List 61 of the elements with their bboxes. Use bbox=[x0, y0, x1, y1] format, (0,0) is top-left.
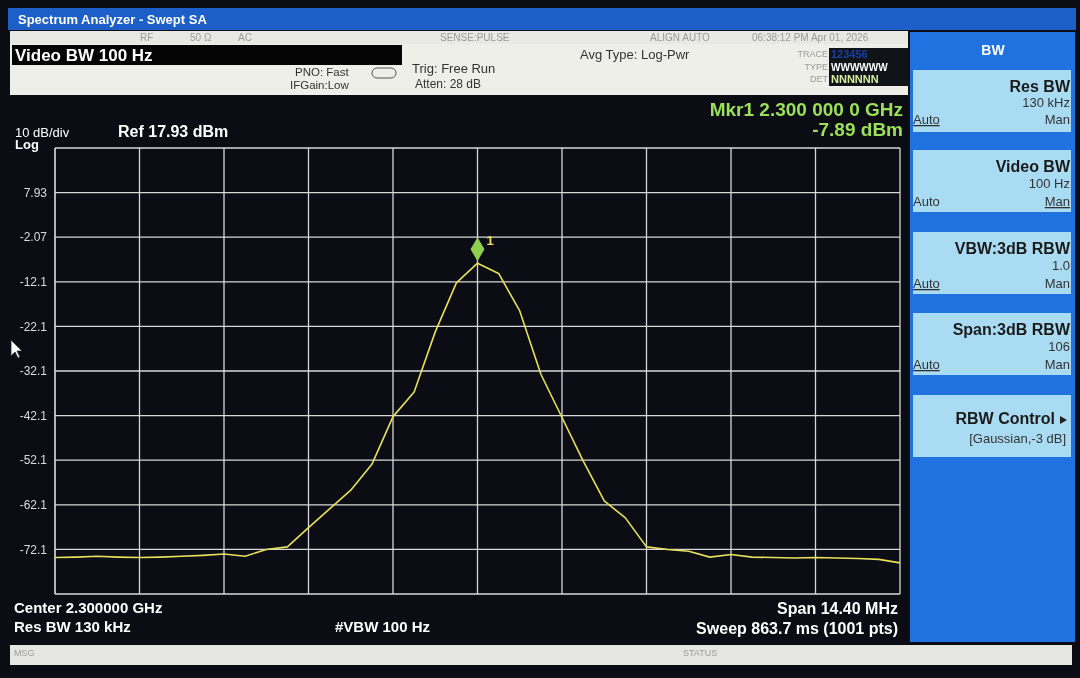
text: Trig: Free Run bbox=[412, 61, 496, 76]
text: PNO: Fast bbox=[295, 66, 350, 78]
text: Video BW 100 Hz bbox=[15, 46, 153, 65]
text: Man bbox=[1044, 194, 1070, 209]
text: Sweep 863.7 ms (1001 pts) bbox=[696, 620, 898, 637]
text: 1.0 bbox=[1051, 258, 1070, 273]
text: Center 2.300000 GHz bbox=[14, 599, 163, 616]
text: SENSE:PULSE bbox=[440, 32, 510, 43]
text: 10 dB/div bbox=[15, 125, 70, 140]
text: 123456 bbox=[831, 48, 868, 60]
annotation: 1 bbox=[486, 233, 494, 249]
text: Span:3dB RBW bbox=[952, 321, 1071, 338]
text: [Gaussian,-3 dB] bbox=[969, 431, 1066, 446]
text: Auto bbox=[913, 357, 940, 372]
y-tick-label: -2.07 bbox=[19, 230, 48, 245]
text: MSG bbox=[14, 648, 35, 658]
line-series bbox=[55, 262, 900, 564]
text: Auto bbox=[913, 276, 940, 291]
text: IFGain:Low bbox=[290, 79, 350, 91]
y-tick-label: 7.93 bbox=[23, 185, 48, 200]
text: BW bbox=[981, 42, 1006, 58]
text: 50 Ω bbox=[190, 32, 212, 43]
text: TYPE bbox=[804, 62, 828, 72]
text: 106 bbox=[1048, 339, 1070, 354]
y-tick-label: -62.1 bbox=[19, 498, 48, 513]
text: 06:38:12 PM Apr 01, 2026 bbox=[752, 32, 869, 43]
y-tick-label: -12.1 bbox=[19, 275, 48, 290]
text: Avg Type: Log-Pwr bbox=[580, 47, 691, 62]
text: Man bbox=[1044, 357, 1070, 372]
text: Span 14.40 MHz bbox=[777, 600, 898, 617]
text: NNNNNN bbox=[831, 73, 879, 85]
text: STATUS bbox=[683, 648, 718, 658]
text: ALIGN AUTO bbox=[650, 32, 711, 43]
text: Auto bbox=[913, 112, 940, 127]
text: TRACE bbox=[797, 49, 828, 59]
text: AC bbox=[238, 32, 252, 43]
text: Res BW 130 kHz bbox=[14, 618, 131, 635]
text: 130 kHz bbox=[1022, 95, 1070, 110]
text: #VBW 100 Hz bbox=[335, 618, 431, 635]
chart-title: Spectrum Analyzer - Swept SA bbox=[18, 12, 208, 27]
text: DET bbox=[810, 74, 829, 84]
text: Video BW bbox=[995, 158, 1071, 175]
text: Man bbox=[1044, 276, 1070, 291]
text: WWWWWW bbox=[831, 62, 889, 73]
text: VBW:3dB RBW bbox=[954, 240, 1071, 257]
text: Ref 17.93 dBm bbox=[118, 123, 229, 140]
text: Log bbox=[15, 137, 39, 152]
text: Auto bbox=[913, 194, 940, 209]
text: 100 Hz bbox=[1028, 176, 1070, 191]
text: RBW Control bbox=[955, 410, 1055, 427]
y-tick-label: -42.1 bbox=[19, 408, 48, 423]
text: RF bbox=[140, 32, 154, 43]
text: Man bbox=[1044, 112, 1070, 127]
y-tick-label: -32.1 bbox=[19, 364, 48, 379]
y-tick-label: -22.1 bbox=[19, 319, 48, 334]
text: Mkr1 2.300 000 0 GHz bbox=[709, 99, 903, 120]
text: Res BW bbox=[1009, 78, 1071, 95]
text: -7.89 dBm bbox=[812, 119, 903, 140]
y-tick-label: -52.1 bbox=[19, 453, 48, 468]
y-tick-label: -72.1 bbox=[19, 542, 48, 557]
text: Atten: 28 dB bbox=[415, 77, 482, 91]
